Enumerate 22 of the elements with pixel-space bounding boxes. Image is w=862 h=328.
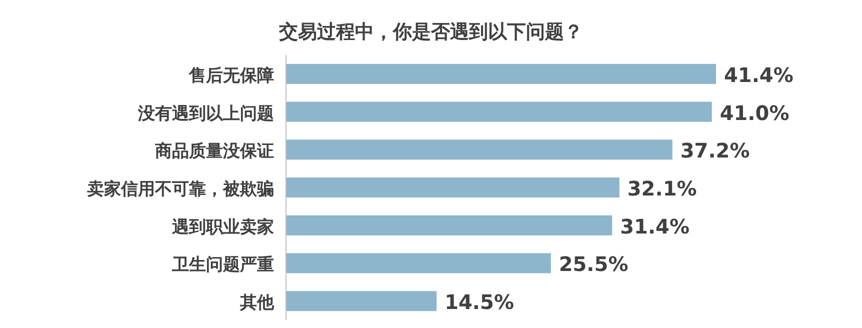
data-label: 25.5% — [558, 252, 628, 276]
y-tick-label: 遇到职业卖家 — [171, 217, 274, 238]
bar — [286, 253, 551, 274]
bar — [286, 178, 620, 198]
data-label: 31.4% — [620, 214, 690, 238]
y-tick-label: 卖家信用不可靠，被欺骗 — [87, 180, 274, 200]
data-label: 32.1% — [627, 176, 697, 200]
data-label: 41.4% — [724, 62, 794, 87]
bar — [286, 64, 716, 84]
y-tick-label: 其他 — [239, 293, 275, 314]
y-tick-label: 商品质量没保证 — [154, 142, 274, 162]
data-label: 14.5% — [444, 290, 514, 314]
y-tick-label: 没有遇到以上问题 — [137, 104, 274, 124]
bar — [286, 291, 437, 312]
data-label: 37.2% — [680, 138, 750, 163]
y-tick-label: 卫生问题严重 — [171, 255, 274, 276]
bar — [286, 215, 612, 236]
bar — [286, 102, 712, 122]
chart-title: 交易过程中，你是否遇到以下问题？ — [278, 21, 583, 43]
y-tick-label: 售后无保障 — [188, 66, 274, 86]
data-label: 41.0% — [720, 100, 790, 125]
bar — [286, 140, 672, 160]
